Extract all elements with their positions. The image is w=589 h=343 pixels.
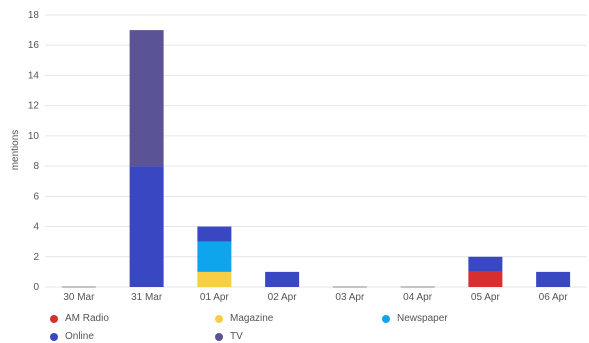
bar-segment-online[interactable] <box>468 256 503 272</box>
legend-label: Magazine <box>230 313 274 324</box>
legend: AM Radio Magazine Newspaper Online TV <box>0 308 589 343</box>
bar-segment-am-radio[interactable] <box>468 271 503 287</box>
y-tick-label: 10 <box>28 131 40 142</box>
y-tick-label: 2 <box>33 252 39 263</box>
bar-segment-online[interactable] <box>536 271 571 287</box>
x-tick-label: 30 Mar <box>63 292 95 303</box>
y-axis-title: mentions <box>10 130 21 171</box>
legend-item-tv[interactable]: TV <box>215 331 243 342</box>
legend-swatch-icon <box>50 332 58 341</box>
y-tick-label: 12 <box>28 101 40 112</box>
bar-segment-online[interactable] <box>129 166 164 287</box>
legend-item-am-radio[interactable]: AM Radio <box>50 313 109 324</box>
legend-label: Newspaper <box>397 313 448 324</box>
y-tick-label: 0 <box>33 282 39 293</box>
x-tick-label: 02 Apr <box>268 292 298 303</box>
y-tick-label: 18 <box>28 10 40 21</box>
x-tick-label: 03 Apr <box>335 292 365 303</box>
legend-label: TV <box>230 331 243 342</box>
y-tick-label: 16 <box>28 40 40 51</box>
y-tick-label: 4 <box>33 222 39 233</box>
bar-segment-tv[interactable] <box>129 30 164 167</box>
legend-swatch-icon <box>50 314 58 323</box>
legend-label: Online <box>65 331 94 342</box>
chart-plot: 0 2 4 6 8 10 12 14 16 18 30 Mar 31 Mar 01 Apr 02 Apr… <box>10 10 587 303</box>
legend-swatch-icon <box>215 332 223 341</box>
legend-item-online[interactable]: Online <box>50 331 94 342</box>
legend-swatch-icon <box>215 314 223 323</box>
legend-item-magazine[interactable]: Magazine <box>215 313 273 324</box>
legend-label: AM Radio <box>65 313 109 324</box>
x-tick-label: 06 Apr <box>539 292 569 303</box>
x-tick-label: 05 Apr <box>471 292 501 303</box>
bar-segment-online[interactable] <box>197 226 232 242</box>
x-tick-label: 31 Mar <box>131 292 163 303</box>
bar-segment-magazine[interactable] <box>197 271 232 287</box>
y-tick-label: 8 <box>33 161 39 172</box>
bar-segment-newspaper[interactable] <box>197 241 232 272</box>
x-tick-label: 01 Apr <box>200 292 230 303</box>
y-tick-label: 14 <box>28 70 40 81</box>
y-tick-label: 6 <box>33 191 39 202</box>
bar-segment-online[interactable] <box>265 271 300 287</box>
x-tick-label: 04 Apr <box>403 292 433 303</box>
legend-swatch-icon <box>382 314 390 323</box>
legend-item-newspaper[interactable]: Newspaper <box>382 313 448 324</box>
